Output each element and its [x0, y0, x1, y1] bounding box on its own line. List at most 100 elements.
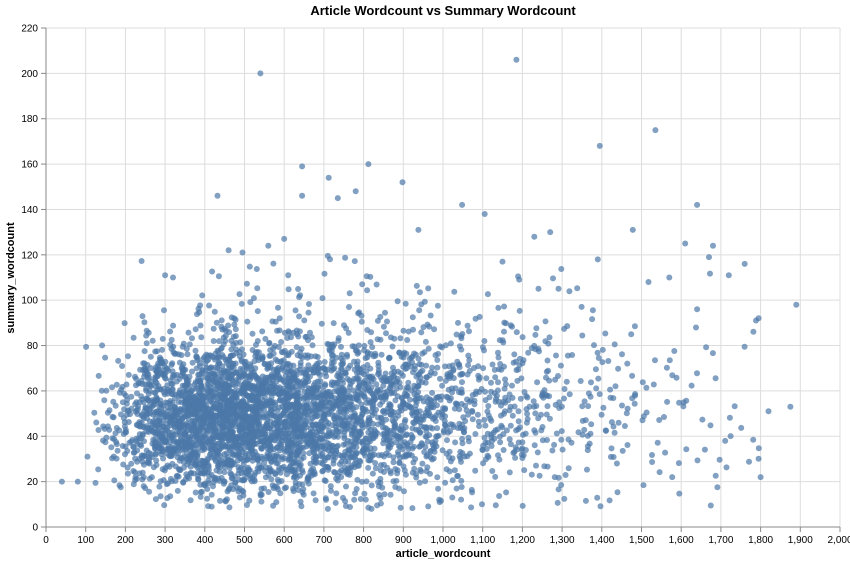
scatter-point [312, 454, 319, 460]
scatter-point [482, 397, 489, 404]
scatter-point [364, 349, 371, 356]
scatter-point [285, 272, 292, 279]
y-tick-label: 180 [21, 114, 38, 125]
scatter-point [342, 503, 349, 509]
scatter-point [302, 366, 309, 373]
scatter-point [195, 305, 202, 312]
scatter-point [403, 350, 410, 357]
scatter-point [195, 371, 202, 378]
y-tick-label: 60 [27, 386, 39, 397]
scatter-point [268, 458, 275, 465]
scatter-point [591, 342, 597, 349]
scatter-point [116, 389, 123, 396]
scatter-point [555, 285, 562, 292]
scatter-point [265, 442, 272, 449]
scatter-point [429, 456, 436, 463]
scatter-point [449, 477, 456, 484]
scatter-point [510, 359, 517, 366]
scatter-point [346, 304, 352, 310]
scatter-point [226, 425, 233, 432]
scatter-point [474, 411, 481, 418]
scatter-point [317, 382, 324, 389]
scatter-point [481, 338, 488, 344]
scatter-point [178, 352, 185, 359]
scatter-point [397, 454, 403, 461]
scatter-point [544, 403, 551, 410]
scatter-point [379, 484, 386, 491]
scatter-point [210, 338, 217, 344]
scatter-point [214, 347, 221, 354]
scatter-point [453, 331, 460, 338]
scatter-point [543, 368, 550, 375]
scatter-point [139, 381, 146, 387]
scatter-point [113, 455, 120, 462]
scatter-point [211, 308, 218, 315]
scatter-point [194, 433, 200, 439]
scatter-point [335, 442, 341, 449]
scatter-point [485, 412, 492, 419]
scatter-point [192, 326, 199, 333]
scatter-point [494, 387, 501, 394]
scatter-point [235, 401, 242, 408]
scatter-point [342, 254, 349, 261]
scatter-point [475, 372, 482, 379]
scatter-point [451, 288, 458, 295]
scatter-point [159, 346, 166, 353]
scatter-point [341, 432, 348, 439]
scatter-point [155, 417, 162, 424]
scatter-point [343, 483, 349, 490]
scatter-point [177, 467, 184, 474]
scatter-point [468, 504, 475, 511]
scatter-point [368, 426, 374, 433]
scatter-point [399, 372, 406, 379]
scatter-point [147, 353, 154, 360]
scatter-point [628, 331, 635, 338]
scatter-point [396, 459, 403, 466]
scatter-point [500, 398, 507, 405]
scatter-point [285, 413, 292, 420]
scatter-point [174, 487, 181, 494]
scatter-point [355, 375, 362, 382]
scatter-point [351, 496, 358, 503]
scatter-point [342, 369, 349, 376]
scatter-point [292, 307, 299, 314]
scatter-point [258, 485, 265, 492]
scatter-point [489, 361, 496, 368]
scatter-point [139, 313, 146, 320]
scatter-point [554, 499, 561, 506]
scatter-point [273, 499, 280, 506]
scatter-point [324, 505, 331, 512]
x-tick-label: 300 [157, 535, 174, 546]
scatter-point [307, 425, 314, 432]
scatter-point [611, 429, 618, 436]
scatter-point [216, 440, 223, 447]
scatter-point [652, 357, 658, 364]
scatter-point [458, 477, 465, 484]
scatter-point [334, 373, 341, 379]
scatter-point [231, 417, 238, 423]
scatter-point [172, 403, 178, 410]
scatter-point [465, 362, 472, 369]
scatter-point [249, 330, 256, 337]
scatter-point [254, 308, 261, 315]
scatter-point [513, 329, 520, 336]
scatter-point [482, 456, 489, 463]
scatter-point [499, 258, 506, 265]
scatter-point [596, 391, 603, 398]
scatter-point [656, 417, 663, 423]
x-tick-label: 800 [355, 535, 372, 546]
scatter-point [517, 395, 524, 402]
scatter-point [481, 416, 488, 423]
scatter-point [247, 299, 254, 306]
scatter-point [331, 415, 338, 422]
scatter-point [244, 502, 250, 508]
scatter-point [352, 428, 359, 435]
scatter-point [619, 402, 625, 409]
scatter-point [374, 430, 381, 437]
scatter-point [110, 398, 117, 405]
scatter-point [346, 416, 353, 423]
scatter-point [296, 313, 303, 320]
points-layer [58, 56, 800, 512]
scatter-point [284, 383, 291, 390]
scatter-point [134, 440, 141, 447]
